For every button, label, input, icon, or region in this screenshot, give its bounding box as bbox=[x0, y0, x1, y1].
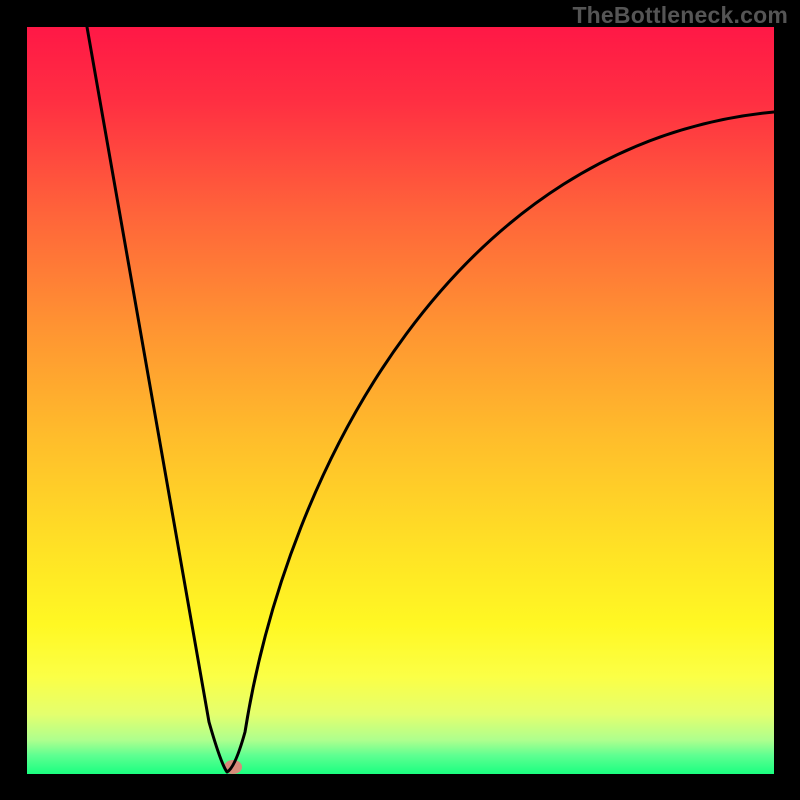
bottleneck-curve bbox=[27, 27, 774, 774]
attribution-text: TheBottleneck.com bbox=[572, 2, 788, 29]
plot-area bbox=[27, 27, 774, 774]
